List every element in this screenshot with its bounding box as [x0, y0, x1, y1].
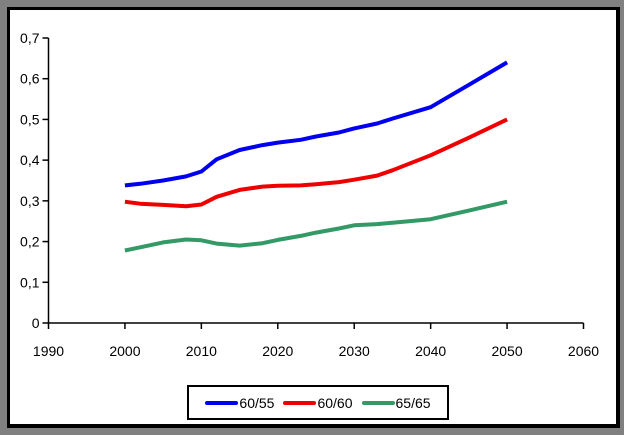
legend-label-60-55: 60/55: [239, 394, 275, 411]
y-tick-label: 0,5: [20, 111, 40, 127]
legend-item-60-55: 60/55: [205, 395, 274, 411]
x-tick-label: 2040: [415, 343, 446, 359]
x-tick-label: 2060: [568, 343, 599, 359]
series-line-65-65: [124, 199, 508, 253]
x-tick-label: 2010: [186, 343, 217, 359]
x-tick-label: 1990: [33, 343, 64, 359]
y-tick-label: 0,1: [20, 274, 40, 290]
chart-legend: 60/55 60/60 65/65: [187, 385, 449, 420]
legend-item-65-65: 65/65: [361, 394, 431, 411]
legend-line-swatch-green: [361, 400, 395, 405]
legend-line-swatch-red: [283, 400, 317, 405]
legend-item-60-60: 60/60: [283, 394, 353, 411]
x-tick-label: 2050: [491, 343, 522, 359]
x-tick-label: 2030: [339, 343, 370, 359]
series-line-60-55: [124, 60, 509, 188]
series-line-60-60: [124, 117, 508, 209]
y-tick-label: 0,7: [20, 30, 40, 46]
x-tick-label: 2000: [109, 343, 140, 359]
y-tick-label: 0: [32, 315, 40, 331]
line-chart-svg: 1990 2000 2010 2020 2030 2040 2050 2060 0 0,1 0,2 0…: [20, 30, 599, 359]
legend-line-swatch-blue: [205, 400, 239, 405]
y-tick-label: 0,2: [20, 234, 40, 250]
chart-frame: 1990 2000 2010 2020 2030 2040 2050 2060 0 0,1 0,2 0…: [7, 7, 620, 428]
y-tick-label: 0,6: [20, 71, 40, 87]
legend-label-60-60: 60/60: [317, 394, 353, 411]
x-tick-label: 2020: [262, 343, 293, 359]
y-tick-label: 0,4: [20, 152, 40, 168]
legend-label-65-65: 65/65: [395, 394, 431, 411]
y-tick-label: 0,3: [20, 193, 40, 209]
